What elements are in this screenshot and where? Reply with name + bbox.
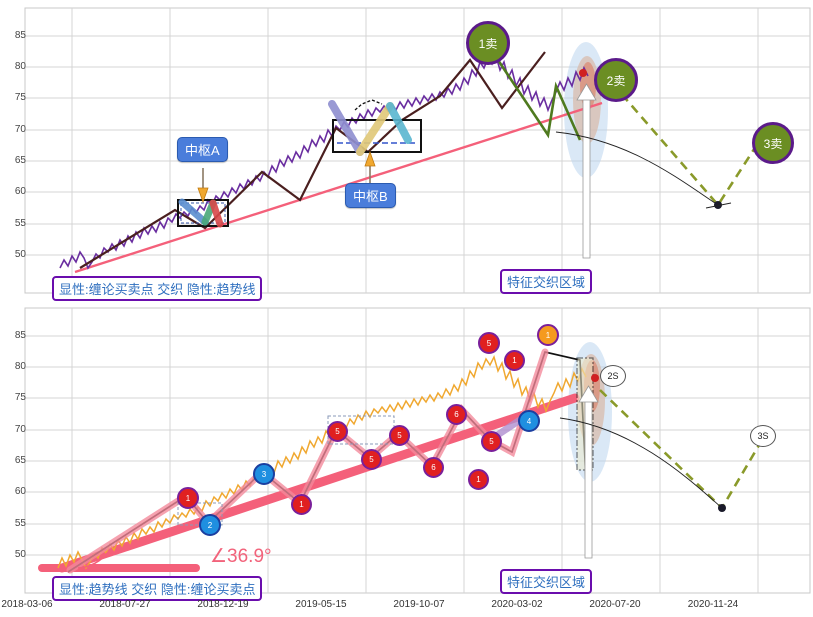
- price-series-top: [59, 53, 589, 270]
- entry-dot-top: [579, 69, 587, 77]
- wave-marker-top[interactable]: 1: [537, 324, 559, 346]
- wave-marker-2[interactable]: 2: [199, 514, 221, 536]
- forecast-low-point-bottom: [718, 504, 726, 512]
- trend-channel-bottom: [57, 393, 580, 573]
- x-axis-label: 2018-03-06: [1, 599, 53, 610]
- sell-signal-3s-marker[interactable]: 3S: [750, 425, 776, 447]
- pivot-b-box: [328, 99, 422, 156]
- y-axis-label: 75: [14, 92, 26, 103]
- wave-marker-sub-d[interactable]: 5: [389, 425, 410, 446]
- signal-pointer-bottom: [578, 385, 599, 559]
- y-axis-label: 50: [14, 549, 26, 560]
- bottom-chart-panel: 85 80 75 70 65 60 55 50 1 2 3 1 5 5 5 6 …: [0, 300, 813, 617]
- y-axis-label: 65: [14, 155, 26, 166]
- y-axis-label: 50: [14, 249, 26, 260]
- y-axis-label: 80: [14, 61, 26, 72]
- y-axis-label: 55: [14, 218, 26, 229]
- chan-stroke-down-top: [488, 47, 582, 141]
- wave-marker-sub-c[interactable]: 5: [361, 449, 382, 470]
- wave-marker-sub-a[interactable]: 1: [291, 494, 312, 515]
- top-region-tag: 特征交织区域: [500, 269, 593, 294]
- angle-annotation: ∠36.9°: [210, 546, 272, 567]
- sell-point-3-marker[interactable]: 3卖: [752, 122, 794, 164]
- wave-marker-4[interactable]: 4: [518, 410, 540, 432]
- forecast-path-top: [611, 82, 762, 208]
- x-axis-label: 2020-11-24: [687, 599, 739, 610]
- x-axis-label: 2018-07-27: [99, 599, 151, 610]
- y-axis-label: 60: [14, 186, 26, 197]
- y-axis-label: 55: [14, 518, 26, 529]
- x-axis-label: 2020-03-02: [491, 599, 543, 610]
- trendline-top: [74, 101, 603, 274]
- wave-marker-sub-e[interactable]: 6: [423, 457, 444, 478]
- sell-signal-2s-marker[interactable]: 2S: [600, 365, 626, 387]
- price-series-bottom: [57, 354, 587, 570]
- horizontal-gridlines: [25, 335, 810, 556]
- wave-marker-sub-f[interactable]: 6: [446, 404, 467, 425]
- y-axis-label: 85: [14, 330, 26, 341]
- y-axis-label: 70: [14, 124, 26, 135]
- y-axis-label: 80: [14, 361, 26, 372]
- wave-marker-1[interactable]: 1: [177, 487, 199, 509]
- entry-dot-bottom: [591, 374, 599, 382]
- projection-curve-top: [555, 131, 719, 206]
- bottom-legend-tag: 显性:趋势线 交织 隐性:缠论买卖点: [52, 576, 263, 601]
- x-axis-label: 2019-10-07: [393, 599, 445, 610]
- pivot-b-badge: 中枢B: [345, 183, 396, 208]
- wave-marker-sub-h[interactable]: 5: [478, 332, 500, 354]
- signal-pointer-top: [576, 83, 597, 259]
- x-axis-label: 2019-05-15: [295, 599, 347, 610]
- y-axis-label: 75: [14, 392, 26, 403]
- pivot-a-badge: 中枢A: [177, 137, 228, 162]
- y-axis-label: 70: [14, 424, 26, 435]
- top-panel-svg: [24, 7, 811, 294]
- y-axis-label: 65: [14, 455, 26, 466]
- pivot-a-arrow: [197, 168, 209, 204]
- top-chart-panel: 85 80 75 70 65 60 55 50 中枢A 中枢B 1卖 2卖 3卖…: [0, 0, 813, 301]
- sell-point-2-marker[interactable]: 2卖: [594, 58, 638, 102]
- x-axis-label: 2018-12-19: [197, 599, 249, 610]
- vertical-gridlines: [71, 8, 759, 293]
- wave-marker-sub-j[interactable]: 1: [468, 469, 489, 490]
- wave-marker-sub-g[interactable]: 5: [481, 431, 502, 452]
- y-axis-label: 60: [14, 486, 26, 497]
- projection-curve-bottom: [559, 417, 723, 509]
- angle-arc: [77, 551, 109, 569]
- wave-marker-3[interactable]: 3: [253, 463, 275, 485]
- y-axis-label: 85: [14, 30, 26, 41]
- pivot-b-arrow: [364, 150, 376, 186]
- top-legend-tag: 显性:缠论买卖点 交织 隐性:趋势线: [52, 276, 263, 301]
- wave-marker-sub-i[interactable]: 1: [504, 350, 525, 371]
- sell-point-1-marker[interactable]: 1卖: [466, 21, 510, 65]
- forecast-low-point-top: [705, 201, 732, 209]
- bottom-region-tag: 特征交织区域: [500, 569, 593, 594]
- wave-marker-sub-b[interactable]: 5: [327, 421, 348, 442]
- x-axis-label: 2020-07-20: [589, 599, 641, 610]
- bottom-panel-svg: [24, 307, 811, 594]
